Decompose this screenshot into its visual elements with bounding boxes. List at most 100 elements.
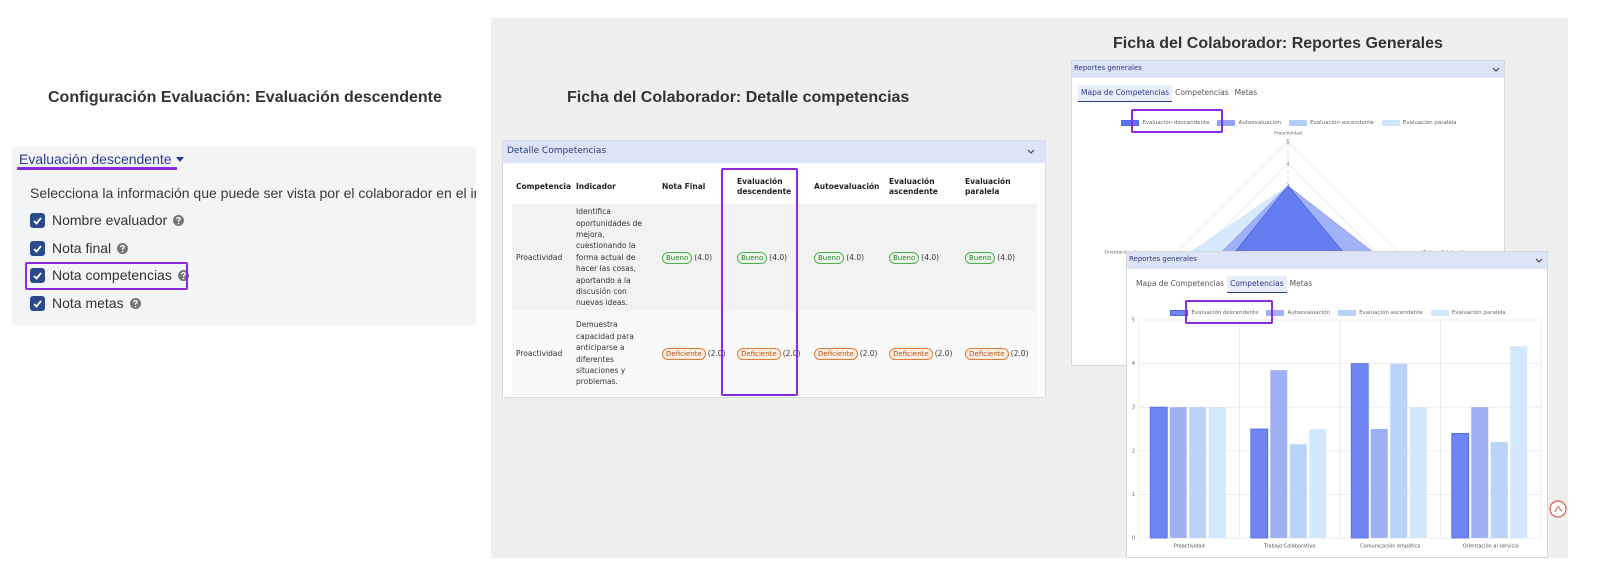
grade-badge: Deficiente — [889, 347, 933, 360]
table-cell: Bueno (4.0) — [737, 204, 807, 311]
help-dot — [134, 305, 136, 307]
dropdown-underline — [17, 167, 177, 170]
highlight-box — [25, 262, 188, 290]
x-tick-label: Orientación al servicio — [1463, 543, 1519, 550]
help-icon — [117, 242, 129, 254]
legend-item[interactable]: Autoevaluación — [1217, 120, 1281, 126]
check — [33, 271, 42, 280]
chevron — [1027, 149, 1035, 154]
radar-category-label: Proactividad — [1274, 131, 1302, 137]
bar — [1451, 432, 1470, 539]
grade-score: (2.0) — [934, 348, 953, 358]
legend-item[interactable]: Evaluación paralela — [1430, 310, 1506, 316]
help-mark — [120, 244, 125, 250]
column-header: Evaluación descendente — [737, 177, 792, 196]
grade-badge: Bueno — [814, 251, 845, 264]
y-tick-label: 1 — [1132, 492, 1135, 498]
tab[interactable]: Mapa de Competencias — [1136, 279, 1225, 288]
table-cell: Bueno (4.0) — [662, 204, 732, 311]
chevron — [1492, 67, 1500, 72]
grade-score: (4.0) — [694, 252, 713, 262]
check-icon — [33, 244, 42, 253]
tab[interactable]: Competencias — [1227, 276, 1287, 293]
help-mark — [132, 299, 138, 305]
legend-swatch — [1266, 310, 1285, 316]
option-row: Nota final — [30, 238, 129, 258]
bar — [1350, 363, 1369, 539]
panel-header: Detalle Competencias — [503, 141, 1045, 163]
dropdown[interactable]: Evaluación descendente — [19, 151, 184, 167]
legend-item[interactable]: Evaluación descendente — [1121, 120, 1209, 126]
x-tick-label: Comunicación empática — [1360, 543, 1420, 550]
y-tick-label: 3 — [1132, 405, 1135, 411]
grade-badge: Bueno — [965, 251, 996, 264]
dropdown-caret — [175, 156, 184, 162]
table-cell: Identifica oportunidades de mejora, cues… — [576, 204, 658, 311]
legend-label: Autoevaluación — [1287, 310, 1331, 316]
legend-swatch — [1430, 310, 1449, 316]
competencia: Proactividad — [516, 348, 563, 358]
legend-item[interactable]: Evaluación ascendente — [1289, 120, 1374, 126]
grade-score: (2.0) — [782, 348, 801, 358]
table-cell: Deficiente (2.0) — [965, 311, 1035, 396]
option-label: Nota competencias — [52, 267, 172, 283]
highlight-box — [721, 168, 798, 396]
report-panel: Reportes generales Mapa de Competencias Co… — [1126, 251, 1548, 558]
table-cell: Deficiente (2.0) — [662, 311, 732, 396]
legend-item[interactable]: Evaluación descendente — [1170, 310, 1258, 316]
legend-label: Evaluación ascendente — [1310, 120, 1374, 126]
checkbox[interactable] — [30, 295, 45, 311]
legend: Evaluación descendente Autoevaluación Eval… — [1127, 310, 1547, 316]
grade-score: (2.0) — [859, 348, 878, 358]
bar — [1390, 363, 1408, 538]
x-tick-label: Proactividad — [1174, 544, 1205, 550]
legend-swatch — [1338, 310, 1357, 316]
grade-badge: Deficiente — [662, 347, 706, 360]
check-icon — [33, 271, 42, 280]
legend-swatch — [1170, 310, 1189, 316]
table-cell: Bueno (4.0) — [965, 204, 1035, 311]
competencia: Proactividad — [516, 252, 563, 262]
help-dot — [177, 222, 180, 224]
legend-swatch — [1121, 120, 1140, 126]
check-icon — [33, 216, 42, 225]
tab[interactable]: Competencias — [1175, 88, 1229, 97]
column-header: Evaluación paralela — [965, 177, 1011, 196]
highlight-box — [1131, 109, 1223, 133]
detail-panel: Detalle Competencias Competencia Indicador… — [502, 140, 1046, 398]
legend-item[interactable]: Evaluación paralela — [1381, 120, 1457, 126]
bar — [1471, 407, 1489, 538]
legend-item[interactable]: Evaluación ascendente — [1338, 310, 1423, 316]
bar — [1510, 346, 1528, 538]
grade-score: (2.0) — [1010, 348, 1029, 358]
table-cell: Demuestra capacidad para anticiparse a d… — [576, 311, 658, 396]
section-title: Ficha del Colaborador: Reportes Generale… — [1113, 35, 1443, 52]
panel-title: Detalle Competencias — [507, 146, 607, 156]
tab[interactable]: Metas — [1289, 279, 1313, 288]
panel-header: Reportes generales — [1127, 252, 1547, 269]
legend-label: Evaluación descendente — [1191, 310, 1259, 316]
bar — [1289, 444, 1307, 538]
chevron-icon — [1027, 149, 1035, 154]
settings-panel: Evaluación descendente Selecciona la info… — [12, 147, 476, 325]
bar — [1250, 428, 1269, 539]
chevron — [1535, 258, 1543, 263]
checkbox[interactable] — [30, 240, 45, 256]
column-header: Autoevaluación — [814, 182, 880, 191]
column-header: Competencia — [516, 182, 572, 191]
tab[interactable]: Mapa de Competencias — [1078, 85, 1173, 102]
table-cell: Bueno (4.0) — [889, 204, 959, 311]
checkbox[interactable] — [30, 267, 45, 283]
tab[interactable]: Metas — [1234, 88, 1258, 97]
help-mark — [176, 216, 181, 222]
bar — [1490, 442, 1508, 538]
option-label: Nombre evaluador — [52, 212, 168, 228]
option-label: Nota final — [52, 240, 112, 256]
legend-item[interactable]: Autoevaluación — [1266, 310, 1330, 316]
table-cell: Proactividad — [516, 311, 574, 396]
grade-score: (2.0) — [707, 348, 726, 358]
checkbox[interactable] — [30, 212, 45, 228]
check — [33, 216, 42, 225]
column-header: Indicador — [576, 182, 616, 191]
